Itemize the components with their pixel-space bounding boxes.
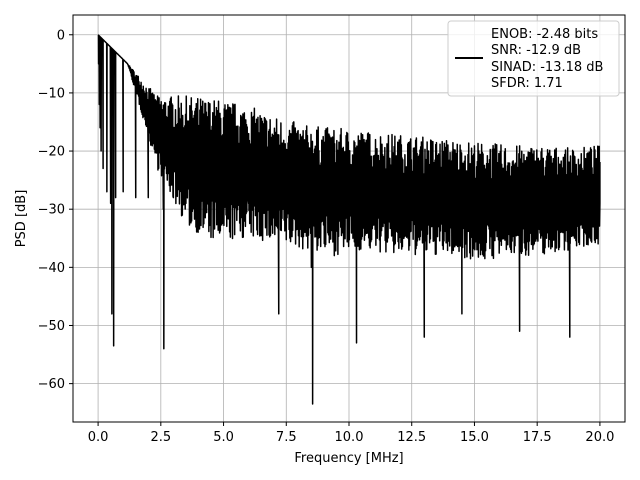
legend-entry-enob: ENOB: -2.48 bits bbox=[491, 27, 598, 42]
y-tick-label: −30 bbox=[38, 203, 65, 218]
x-tick-label: 20.0 bbox=[585, 430, 614, 445]
psd-series-line bbox=[97, 34, 601, 405]
y-tick-label: −40 bbox=[38, 261, 65, 276]
y-tick-label: −60 bbox=[38, 377, 65, 392]
x-tick-label: 12.5 bbox=[397, 430, 426, 445]
legend: ENOB: -2.48 bits SNR: -12.9 dB SINAD: -1… bbox=[447, 20, 620, 97]
x-tick-label: 7.5 bbox=[276, 430, 297, 445]
y-axis-label: PSD [dB] bbox=[14, 190, 29, 248]
x-tick-label: 10.0 bbox=[335, 430, 364, 445]
x-tick-label: 0.0 bbox=[88, 430, 109, 445]
y-tick-label: −20 bbox=[38, 145, 65, 160]
legend-box bbox=[447, 20, 620, 97]
y-tick-label: −50 bbox=[38, 319, 65, 334]
x-axis-ticks: 0.0 2.5 5.0 7.5 10.0 12.5 15.0 17.5 20.0 bbox=[88, 422, 614, 445]
plot-area bbox=[97, 34, 601, 405]
x-axis-label: Frequency [MHz] bbox=[294, 451, 403, 466]
y-tick-label: 0 bbox=[57, 28, 65, 43]
y-tick-label: −10 bbox=[38, 86, 65, 101]
y-axis-ticks: 0 −10 −20 −30 −40 −50 −60 bbox=[38, 28, 73, 392]
x-tick-label: 17.5 bbox=[523, 430, 552, 445]
x-tick-label: 5.0 bbox=[213, 430, 234, 445]
legend-entry-sfdr: SFDR: 1.71 bbox=[491, 76, 563, 91]
x-tick-label: 2.5 bbox=[150, 430, 171, 445]
legend-entry-sinad: SINAD: -13.18 dB bbox=[491, 60, 603, 75]
x-tick-label: 15.0 bbox=[460, 430, 489, 445]
legend-entry-snr: SNR: -12.9 dB bbox=[491, 43, 581, 58]
